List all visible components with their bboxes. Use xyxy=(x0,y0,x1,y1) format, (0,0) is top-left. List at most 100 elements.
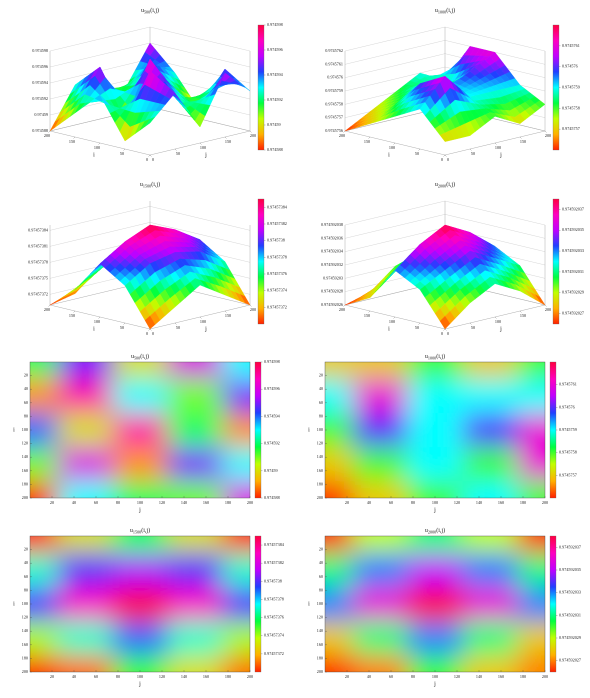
heatmap-area xyxy=(30,536,250,672)
title-main: u xyxy=(141,8,144,14)
colorbar-tick-label: 0.97457374 xyxy=(267,288,288,293)
x-axis-label: j xyxy=(433,507,436,513)
surface-patch xyxy=(439,315,451,330)
x-axis-label: j xyxy=(499,326,502,332)
i-tick-label: 150 xyxy=(364,139,370,144)
y-tick-label: 20 xyxy=(319,547,323,552)
y-tick-label: 60 xyxy=(319,400,323,405)
heatmap-cell xyxy=(407,379,463,413)
j-tick-label: 50 xyxy=(471,151,475,156)
heatmap-cell xyxy=(462,379,518,413)
colorbar-tick-label: 0.9745759 xyxy=(562,84,580,89)
heatmap-cell xyxy=(167,481,223,498)
chart-title: u2000(i,j) xyxy=(425,527,445,534)
x-tick-label: 100 xyxy=(432,674,438,679)
heatmap-cell xyxy=(462,536,518,553)
heatmap-area xyxy=(325,362,545,498)
title-subscript: 1000 xyxy=(428,356,436,361)
heatmap-cell xyxy=(222,447,250,481)
y-axis-label: i xyxy=(388,152,390,158)
title-main: u xyxy=(435,182,438,188)
x-axis-label: j xyxy=(433,681,436,687)
x-tick-label: 200 xyxy=(542,500,548,505)
colorbar xyxy=(549,535,557,673)
heatmap-cell xyxy=(407,413,463,447)
title-main: u xyxy=(130,528,133,534)
title-suffix: (i,j) xyxy=(140,353,149,360)
i-tick xyxy=(368,136,371,139)
surface-plot: u2000(i,j)0.9745920260.9745920280.974592… xyxy=(321,181,584,336)
colorbar-tick-label: 0.974588 xyxy=(264,495,280,500)
x-tick-label: 80 xyxy=(116,500,120,505)
z-tick-label: 0.974596 xyxy=(32,64,48,69)
colorbar xyxy=(254,535,262,673)
x-tick-label: 140 xyxy=(476,674,482,679)
x-tick-label: 20 xyxy=(345,500,349,505)
j-tick-label: 0 xyxy=(447,331,449,336)
colorbar-tick-label: 0.97459 xyxy=(264,468,278,473)
colorbar xyxy=(257,24,265,151)
y-tick-label: 20 xyxy=(319,373,323,378)
colorbar-tick-label: 0.974592031 xyxy=(562,269,584,274)
x-tick-label: 120 xyxy=(454,674,460,679)
z-tick-label: 0.974592034 xyxy=(321,249,344,254)
i-tick-label: 0 xyxy=(441,331,443,336)
i-tick xyxy=(343,130,346,133)
j-tick-label: 100 xyxy=(495,319,501,324)
heatmap-cell xyxy=(352,481,408,498)
z-tick-label: 0.97457381 xyxy=(28,243,48,248)
heatmap-cell xyxy=(30,621,58,655)
heatmap-cell xyxy=(407,587,463,621)
y-tick-label: 120 xyxy=(22,615,28,620)
i-tick-label: 0 xyxy=(441,157,443,162)
x-tick-label: 40 xyxy=(72,674,76,679)
j-tick-label: 200 xyxy=(545,307,551,312)
heatmap-cell xyxy=(517,481,545,498)
colorbar-tick-label: 0.9745758 xyxy=(562,105,580,110)
colorbar-tick-label: 0.974592035 xyxy=(562,227,584,232)
j-tick-label: 150 xyxy=(225,313,231,318)
title-suffix: (i,j) xyxy=(436,353,445,360)
j-tick-label: 200 xyxy=(250,133,256,138)
z-tick-label: 0.974592032 xyxy=(321,262,343,267)
heatmap-cell xyxy=(407,362,463,379)
heatmap-plot: u500(i,j) 20 40 60 80 100 120 140 160 180 200 20 40 6… xyxy=(13,353,280,513)
heatmap-cell xyxy=(112,587,168,621)
i-tick xyxy=(343,304,346,307)
colorbar-tick-label: 0.974576 xyxy=(562,64,578,69)
heatmap-cell xyxy=(30,481,58,498)
x-tick-label: 60 xyxy=(389,500,393,505)
j-tick xyxy=(199,316,202,319)
i-tick-label: 50 xyxy=(120,325,124,330)
heatmap-cell xyxy=(112,379,168,413)
z-tick-label: 0.974594 xyxy=(32,80,49,85)
colorbar-tick-label: 0.9745738 xyxy=(267,238,285,243)
x-tick-label: 180 xyxy=(225,500,231,505)
x-tick-label: 200 xyxy=(542,674,548,679)
colorbar-tick-label: 0.97457372 xyxy=(267,304,287,309)
heatmap-cell xyxy=(167,587,223,621)
i-tick-label: 50 xyxy=(120,151,124,156)
colorbar-tick-label: 0.974598 xyxy=(264,359,280,364)
y-axis-label: i xyxy=(93,152,95,158)
title-main: u xyxy=(131,354,134,360)
colorbar-tick-label: 0.97457382 xyxy=(264,560,284,565)
heatmap-cell xyxy=(57,655,113,672)
colorbar xyxy=(552,198,560,325)
heatmap-cell xyxy=(325,447,353,481)
colorbar-tick-label: 0.97457382 xyxy=(267,221,287,226)
y-axis-label: i xyxy=(388,326,390,332)
heatmap-cell xyxy=(517,379,545,413)
i-tick-label: 200 xyxy=(44,307,50,312)
colorbar-tick-label: 0.97459 xyxy=(267,122,281,127)
x-tick-label: 20 xyxy=(345,674,349,679)
heatmap-cell xyxy=(462,481,518,498)
z-tick-label: 0.974588 xyxy=(32,128,48,133)
heatmap-cell xyxy=(517,655,545,672)
j-tick xyxy=(494,142,497,145)
heatmap-cell xyxy=(222,362,250,379)
heatmap-cell xyxy=(352,621,408,655)
y-tick-label: 140 xyxy=(317,628,323,633)
heatmap-cell xyxy=(57,413,113,447)
title-suffix: (i,j) xyxy=(141,527,150,534)
